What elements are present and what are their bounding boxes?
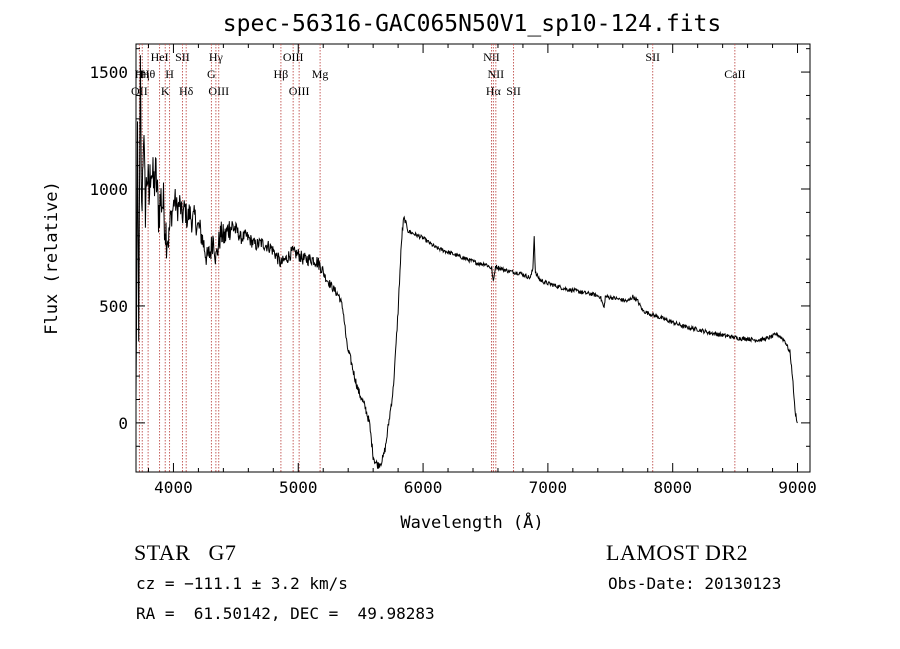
spectrum-line	[135, 55, 798, 469]
line-marker-label: SII	[175, 50, 190, 64]
y-axis-label: Flux (relative)	[42, 181, 62, 335]
line-marker-label: OIII	[208, 84, 229, 98]
line-marker-label: Hθ	[141, 67, 156, 81]
plot-frame	[135, 43, 811, 473]
line-marker-label: Hγ	[209, 50, 224, 64]
x-tick-label: 7000	[529, 478, 568, 497]
obs-date-label: Obs-Date: 20130123	[608, 574, 782, 593]
coordinates-label: RA = 61.50142, DEC = 49.98283	[136, 604, 435, 623]
line-marker-label: OIII	[283, 50, 304, 64]
line-marker-label: Hη	[135, 67, 150, 81]
line-marker-label: K	[161, 84, 170, 98]
line-marker-label: Hβ	[274, 67, 289, 81]
line-marker-label: OIII	[289, 84, 310, 98]
survey-label: LAMOST DR2	[606, 540, 749, 565]
line-marker-label: NII	[483, 50, 500, 64]
line-marker-label: NII	[488, 67, 505, 81]
chart-title: spec-56316-GAC065N50V1_sp10-124.fits	[223, 11, 722, 37]
y-tick-label: 500	[99, 297, 128, 316]
y-tick-label: 0	[118, 414, 128, 433]
object-class-label: STAR G7	[134, 540, 237, 565]
line-marker-label: G	[207, 67, 216, 81]
y-tick-label: 1500	[89, 63, 128, 82]
x-tick-label: 5000	[279, 478, 318, 497]
x-tick-label: 9000	[778, 478, 817, 497]
line-marker-label: H	[165, 67, 174, 81]
line-marker-group: OIIHηHθHeIKHSIIHδGHγOIIIHβOIIIOIIIMgNIIH…	[131, 44, 746, 472]
line-marker-label: CaII	[724, 67, 745, 81]
axis-group: 4000 5000 6000 7000 8000 9000 0 500 1000 1500	[89, 44, 817, 497]
redshift-label: cz = −111.1 ± 3.2 km/s	[136, 574, 348, 593]
line-marker-label: HeI	[151, 50, 169, 64]
x-tick-label: 6000	[404, 478, 443, 497]
line-marker-label: Hα	[486, 84, 502, 98]
line-marker-label: SII	[506, 84, 521, 98]
x-axis-label: Wavelength (Å)	[400, 511, 543, 533]
line-marker-label: Hδ	[179, 84, 194, 98]
x-tick-label: 8000	[653, 478, 692, 497]
line-marker-label: SII	[645, 50, 660, 64]
line-marker-label: Mg	[312, 67, 329, 81]
y-tick-label: 1000	[89, 180, 128, 199]
line-marker-label: OII	[131, 84, 148, 98]
x-tick-label: 4000	[154, 478, 193, 497]
